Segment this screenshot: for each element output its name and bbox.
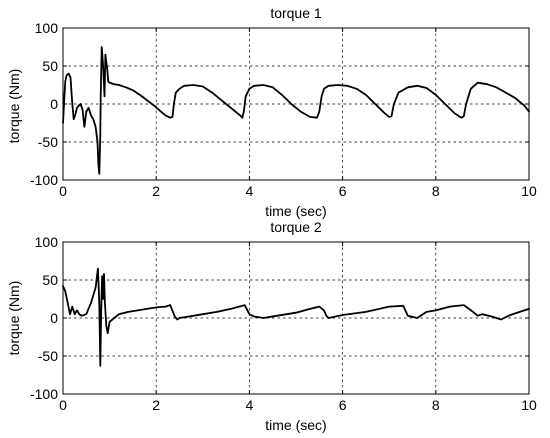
x-tick-label: 10: [521, 397, 537, 413]
plot-frame: [62, 27, 530, 181]
x-tick-labels: 0 2 4 6 8 10: [59, 183, 537, 199]
y-tick-labels: -100 -50 0 50 100: [30, 20, 58, 188]
y-tick-label: -50: [38, 134, 58, 150]
y-tick-label: -50: [38, 348, 58, 364]
y-tick-label: 100: [35, 234, 59, 250]
torque-2-panel: torque 2 torque (Nm) time (sec) 0 2 4 6 8 10 …: [6, 219, 537, 433]
y-axis-label: torque (Nm): [6, 69, 22, 144]
x-tick-label: 6: [339, 397, 347, 413]
torque-1-panel: torque 1 torque (Nm) time (sec) 0 2 4 6 8 10 …: [6, 5, 537, 219]
grid: [63, 242, 529, 394]
x-tick-labels: 0 2 4 6 8 10: [59, 397, 537, 413]
x-axis-label: time (sec): [265, 203, 326, 219]
y-tick-label: 50: [42, 58, 58, 74]
chart-title: torque 1: [270, 5, 322, 21]
x-tick-label: 2: [152, 397, 160, 413]
x-tick-label: 10: [521, 183, 537, 199]
plot-frame: [62, 241, 530, 395]
y-tick-label: 0: [50, 96, 58, 112]
x-tick-label: 4: [246, 397, 254, 413]
y-tick-labels: -100 -50 0 50 100: [30, 234, 58, 402]
x-tick-label: 4: [246, 183, 254, 199]
series-layer: [62, 267, 530, 367]
y-axis-label: torque (Nm): [6, 281, 22, 356]
series-line-0: [62, 46, 530, 175]
x-tick-label: 8: [432, 397, 440, 413]
y-tick-label: 0: [50, 310, 58, 326]
y-tick-label: -100: [30, 386, 58, 402]
x-tick-label: 8: [432, 183, 440, 199]
y-tick-label: -100: [30, 172, 58, 188]
x-tick-label: 0: [59, 183, 67, 199]
series-line-0: [62, 267, 530, 367]
x-tick-label: 6: [339, 183, 347, 199]
grid: [63, 28, 529, 180]
series-layer: [62, 46, 530, 175]
y-tick-label: 50: [42, 272, 58, 288]
x-axis-label: time (sec): [265, 417, 326, 433]
x-tick-label: 0: [59, 397, 67, 413]
x-tick-label: 2: [152, 183, 160, 199]
y-tick-label: 100: [35, 20, 59, 36]
chart-title: torque 2: [270, 219, 322, 235]
